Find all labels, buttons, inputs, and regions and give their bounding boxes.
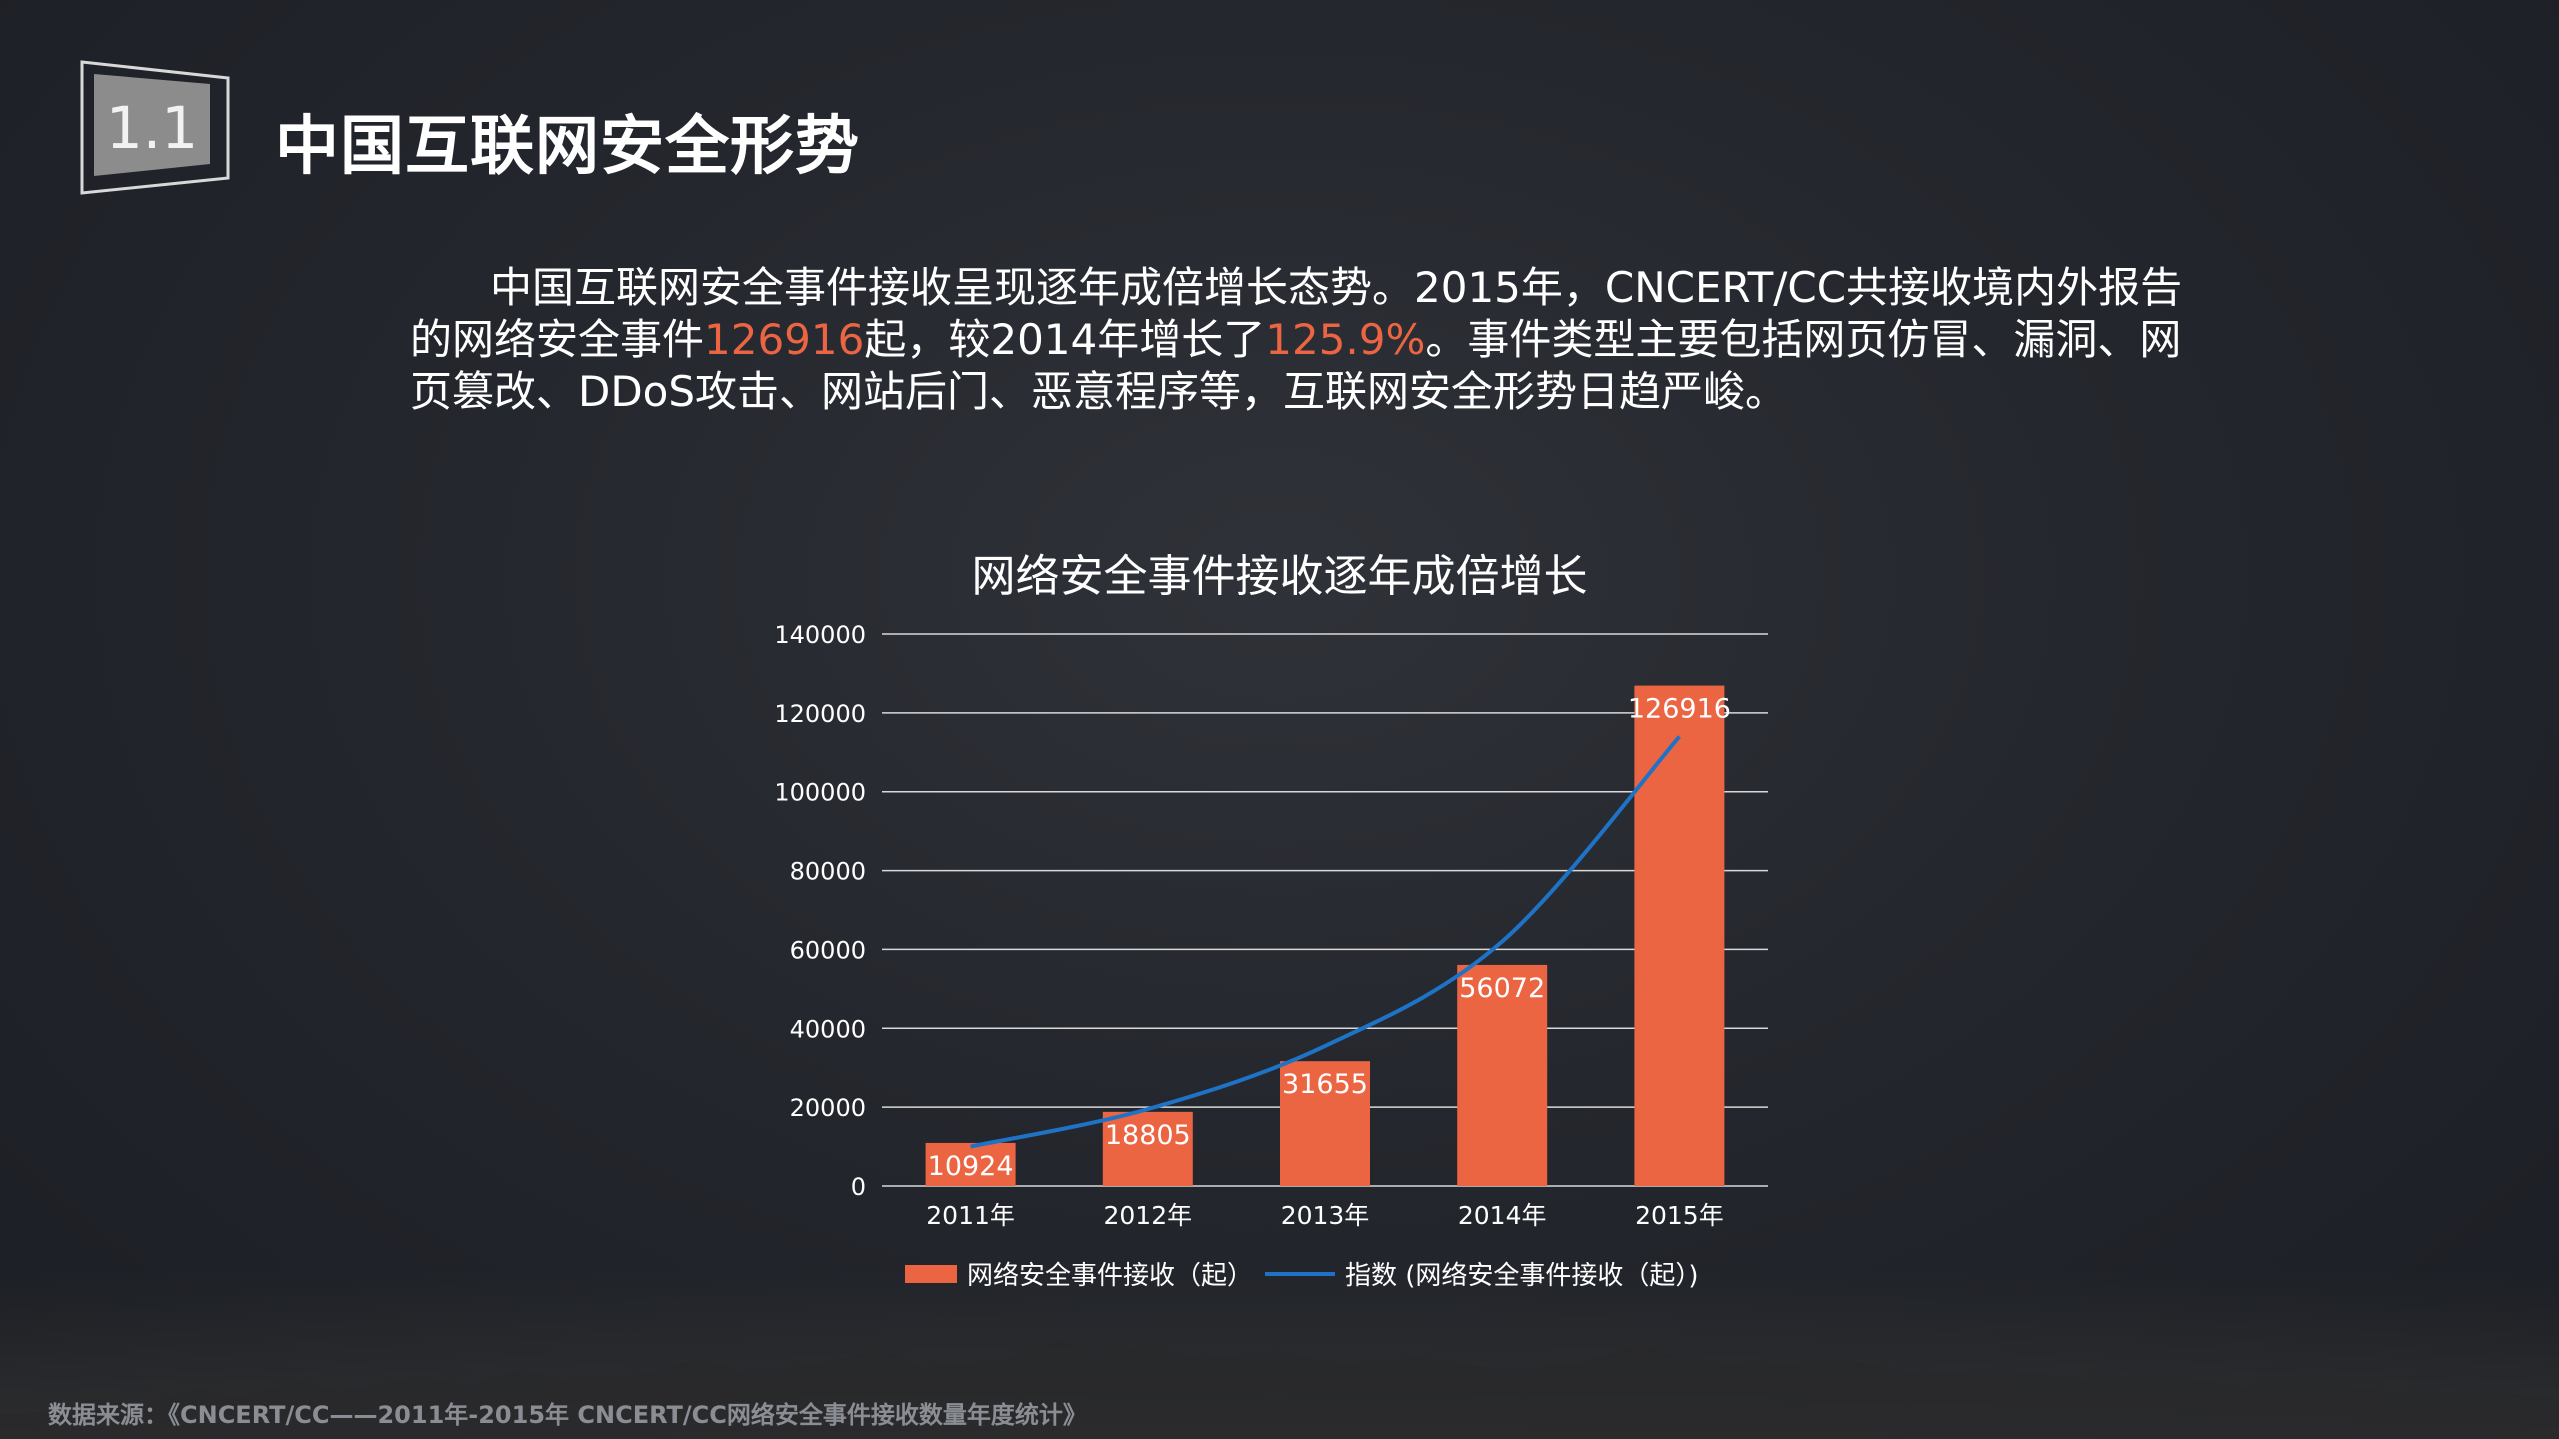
bar-data-label: 18805 <box>1105 1120 1191 1151</box>
trend-line <box>970 735 1681 1149</box>
data-source-footnote: 数据来源：《CNCERT/CC——2011年-2015年 CNCERT/CC网络… <box>48 1401 1087 1429</box>
intro-paragraph: 中国互联网安全事件接收呈现逐年成倍增长态势。2015年，CNCERT/CC共接收… <box>410 262 2210 418</box>
chart-title: 网络安全事件接收逐年成倍增长 <box>971 551 1588 602</box>
bar <box>1102 1111 1193 1186</box>
section-number-badge: 1.1 <box>80 60 230 195</box>
intro-text-3: 。事件类型主要包括网页仿冒、漏洞、网页篡改、DDoS攻击、网站后门、恶意程序等，… <box>410 315 2182 416</box>
intro-highlight-count: 126916 <box>704 315 865 364</box>
badge-frame-icon <box>80 60 230 195</box>
intro-highlight-growth: 125.9% <box>1265 315 1426 364</box>
bar <box>925 1142 1016 1186</box>
legend-bar-swatch <box>905 1264 957 1283</box>
legend-line-swatch <box>1265 1271 1336 1276</box>
y-tick-label: 120000 <box>774 700 866 728</box>
x-tick-label: 2015年 <box>1635 1201 1724 1230</box>
bar-data-label: 56072 <box>1459 973 1545 1004</box>
intro-text-1: 中国互联网安全事件接收呈现逐年成倍增长态势。2015年，CNCERT/CC共接收… <box>410 263 2183 364</box>
bar-data-label: 31655 <box>1282 1069 1368 1100</box>
x-tick-label: 2014年 <box>1458 1201 1547 1230</box>
y-tick-label: 140000 <box>774 621 866 649</box>
bar <box>1634 685 1725 1186</box>
section-number: 1.1 <box>105 93 199 162</box>
legend-line-label: 指数 (网络安全事件接收（起）) <box>1345 1261 1699 1291</box>
legend-bar-label: 网络安全事件接收（起） <box>967 1261 1254 1291</box>
y-tick-label: 100000 <box>774 779 866 807</box>
bar-data-label: 126916 <box>1628 694 1731 725</box>
background-cityscape <box>0 1269 2559 1439</box>
y-tick-label: 80000 <box>790 858 866 886</box>
x-tick-label: 2013年 <box>1281 1201 1370 1230</box>
skyline-silhouette <box>0 1339 2559 1439</box>
y-tick-label: 0 <box>851 1173 866 1201</box>
page-title: 中国互联网安全形势 <box>275 110 860 184</box>
y-tick-label: 60000 <box>790 936 866 964</box>
bar <box>1457 964 1548 1186</box>
bar-data-label: 10924 <box>928 1151 1014 1182</box>
intro-text-2: 起，较2014年增长了 <box>864 315 1266 364</box>
bar <box>1280 1061 1370 1186</box>
chart-legend: 网络安全事件接收（起） 指数 (网络安全事件接收（起）) <box>905 1255 1699 1292</box>
y-tick-label: 20000 <box>790 1094 866 1122</box>
x-tick-label: 2011年 <box>926 1201 1015 1230</box>
y-tick-label: 40000 <box>790 1015 866 1043</box>
x-tick-label: 2012年 <box>1103 1201 1192 1230</box>
